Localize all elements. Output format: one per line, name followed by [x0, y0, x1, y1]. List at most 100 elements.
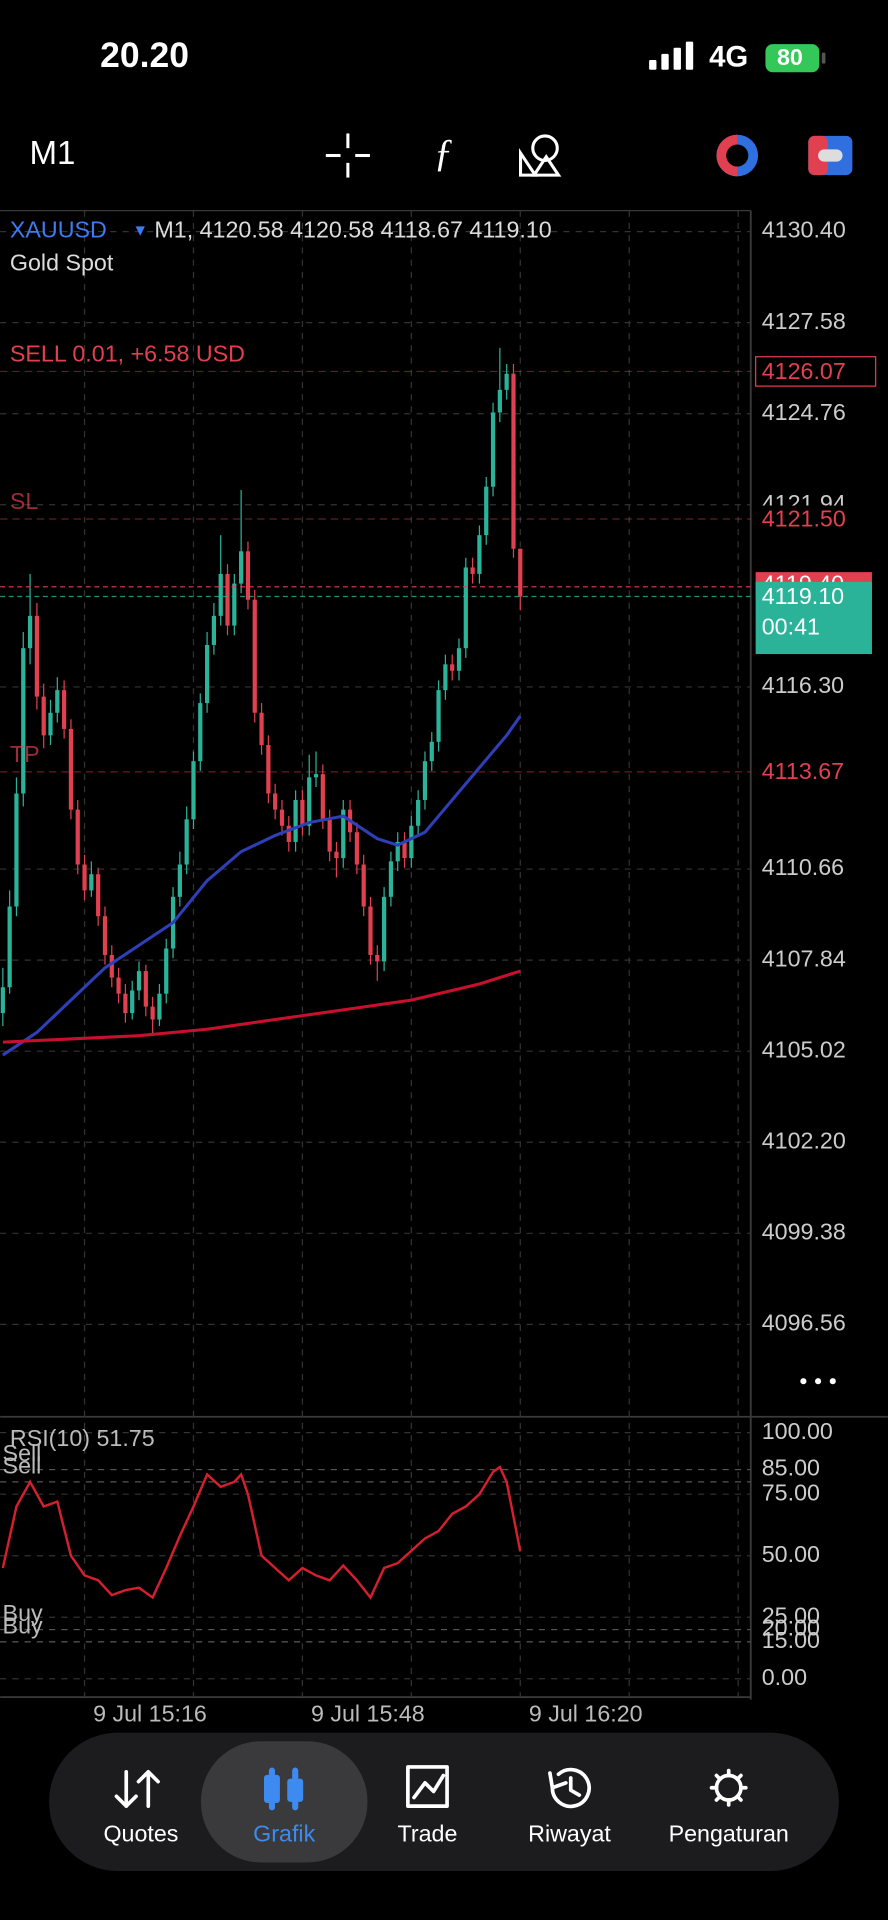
price-box [755, 356, 877, 387]
trade-level-price: 4126.07 [762, 358, 846, 384]
more-button[interactable] [800, 1378, 836, 1385]
candle-body [416, 799, 421, 826]
tab-icon[interactable] [264, 1767, 304, 1811]
symbol[interactable]: XAUUSD [10, 217, 107, 243]
candle-body [307, 777, 312, 826]
candle-body [361, 864, 366, 907]
rsi-tick-label: 75.00 [762, 1479, 820, 1505]
bid-price: 4119.10 [762, 583, 844, 609]
candle-body [450, 664, 455, 671]
price-tick-label: 4116.30 [762, 672, 844, 698]
shape [800, 1378, 807, 1385]
tab-item[interactable]: Trade [398, 1765, 458, 1847]
price-tick-label: 4102.20 [762, 1127, 846, 1153]
candle-body [130, 990, 135, 1014]
timeframe-button[interactable]: M1 [30, 135, 76, 172]
rsi-tick-label: 25.00 [762, 1602, 820, 1628]
account-icon[interactable] [808, 135, 853, 176]
trade-icon[interactable] [716, 134, 759, 177]
candle-body [204, 644, 210, 704]
candle-body [62, 690, 67, 729]
crosshair-icon[interactable] [325, 133, 370, 178]
candle-body [320, 774, 325, 820]
candle-body [470, 567, 475, 574]
tab-label[interactable]: Pengaturan [669, 1821, 789, 1847]
candle-body [443, 664, 448, 691]
candle-body [232, 583, 237, 626]
tab-icon[interactable] [406, 1765, 449, 1808]
candle-body [143, 971, 148, 1007]
candle-body [55, 690, 60, 713]
candle-body [157, 993, 162, 1020]
candle-body [504, 373, 509, 390]
price-tick-label: 4127.58 [762, 308, 846, 334]
candle-body [381, 896, 387, 962]
candle-body [279, 809, 285, 826]
rsi-level-label: Sell [3, 1452, 42, 1478]
indicators-icon[interactable]: ƒ [434, 132, 454, 175]
candle-body [21, 648, 26, 794]
price-tick-label: 4130.40 [762, 217, 846, 243]
plot [0, 347, 751, 1600]
candle-body [116, 977, 121, 994]
ohlc-info: M1, 4120.58 4120.58 4118.67 4119.10 [154, 217, 551, 243]
tab-highlight[interactable] [200, 1741, 368, 1863]
symbol-dropdown[interactable]: ▼ [132, 223, 148, 240]
shape [685, 41, 694, 70]
tab-icon[interactable] [714, 1773, 743, 1802]
tab-label[interactable]: Trade [398, 1821, 458, 1847]
clock: 20.20 [100, 35, 189, 75]
tab-item[interactable]: Grafik [200, 1741, 368, 1863]
price-tick-label: 4099.38 [762, 1218, 846, 1244]
shape [726, 144, 749, 167]
price-tick-label: 4096.56 [762, 1310, 846, 1336]
candle-body [177, 864, 182, 897]
bid-box [755, 581, 872, 655]
rsi-tick-label: 85.00 [762, 1455, 820, 1481]
candle-body [388, 861, 394, 897]
rsi-title: RSI(10) 51.75 [10, 1425, 155, 1451]
trade-level-label: SELL 0.01, +6.58 USD [10, 341, 245, 367]
overlay: 9 Jul 15:16 9 Jul 15:48 9 Jul 16:20 4130.40… [3, 217, 877, 1727]
candle-body [245, 551, 251, 600]
candle-body [409, 825, 414, 859]
shape [673, 47, 681, 70]
trade-level-label: SL [10, 488, 39, 514]
price-tick-label: 4107.84 [762, 945, 846, 971]
candle-body [300, 799, 305, 826]
shape [815, 1378, 822, 1385]
candle-body [198, 703, 203, 762]
candle-body [225, 573, 230, 626]
rsi-tick-label: 0.00 [762, 1664, 807, 1690]
candle-body [239, 551, 244, 584]
shape [531, 153, 562, 177]
trade-level-price: 4113.67 [762, 758, 844, 784]
objects-icon[interactable] [519, 134, 562, 177]
price-tick-label: 4124.76 [762, 399, 846, 425]
tab-item[interactable]: Riwayat [528, 1767, 611, 1847]
candle-body [286, 825, 291, 842]
time-label: 9 Jul 16:20 [529, 1701, 643, 1727]
shape [829, 1378, 836, 1385]
candle-body [102, 916, 108, 955]
rsi-tick-label: 15.00 [762, 1627, 820, 1653]
tab-label[interactable]: Quotes [103, 1821, 178, 1847]
candle-body [273, 793, 278, 810]
candle-body [150, 1006, 155, 1020]
tab-icon[interactable] [114, 1770, 160, 1808]
candle-body [218, 573, 223, 616]
candle-body [266, 745, 271, 794]
tab-icon[interactable] [709, 1768, 748, 1807]
tab-item[interactable]: Pengaturan [669, 1768, 789, 1847]
tab-label[interactable]: Riwayat [528, 1821, 611, 1847]
tab-label[interactable]: Grafik [253, 1821, 315, 1847]
tab-icon[interactable] [548, 1767, 591, 1809]
battery [765, 44, 820, 73]
tab-items: Quotes Grafik Trade Riwayat Pengaturan [103, 1741, 789, 1863]
candle-body [96, 874, 101, 917]
tab-item[interactable]: Quotes [103, 1770, 178, 1847]
rsi-line [1, 1465, 522, 1600]
candle-body [136, 971, 142, 991]
bar-timer: 00:41 [762, 613, 820, 639]
candle-body [109, 954, 114, 978]
